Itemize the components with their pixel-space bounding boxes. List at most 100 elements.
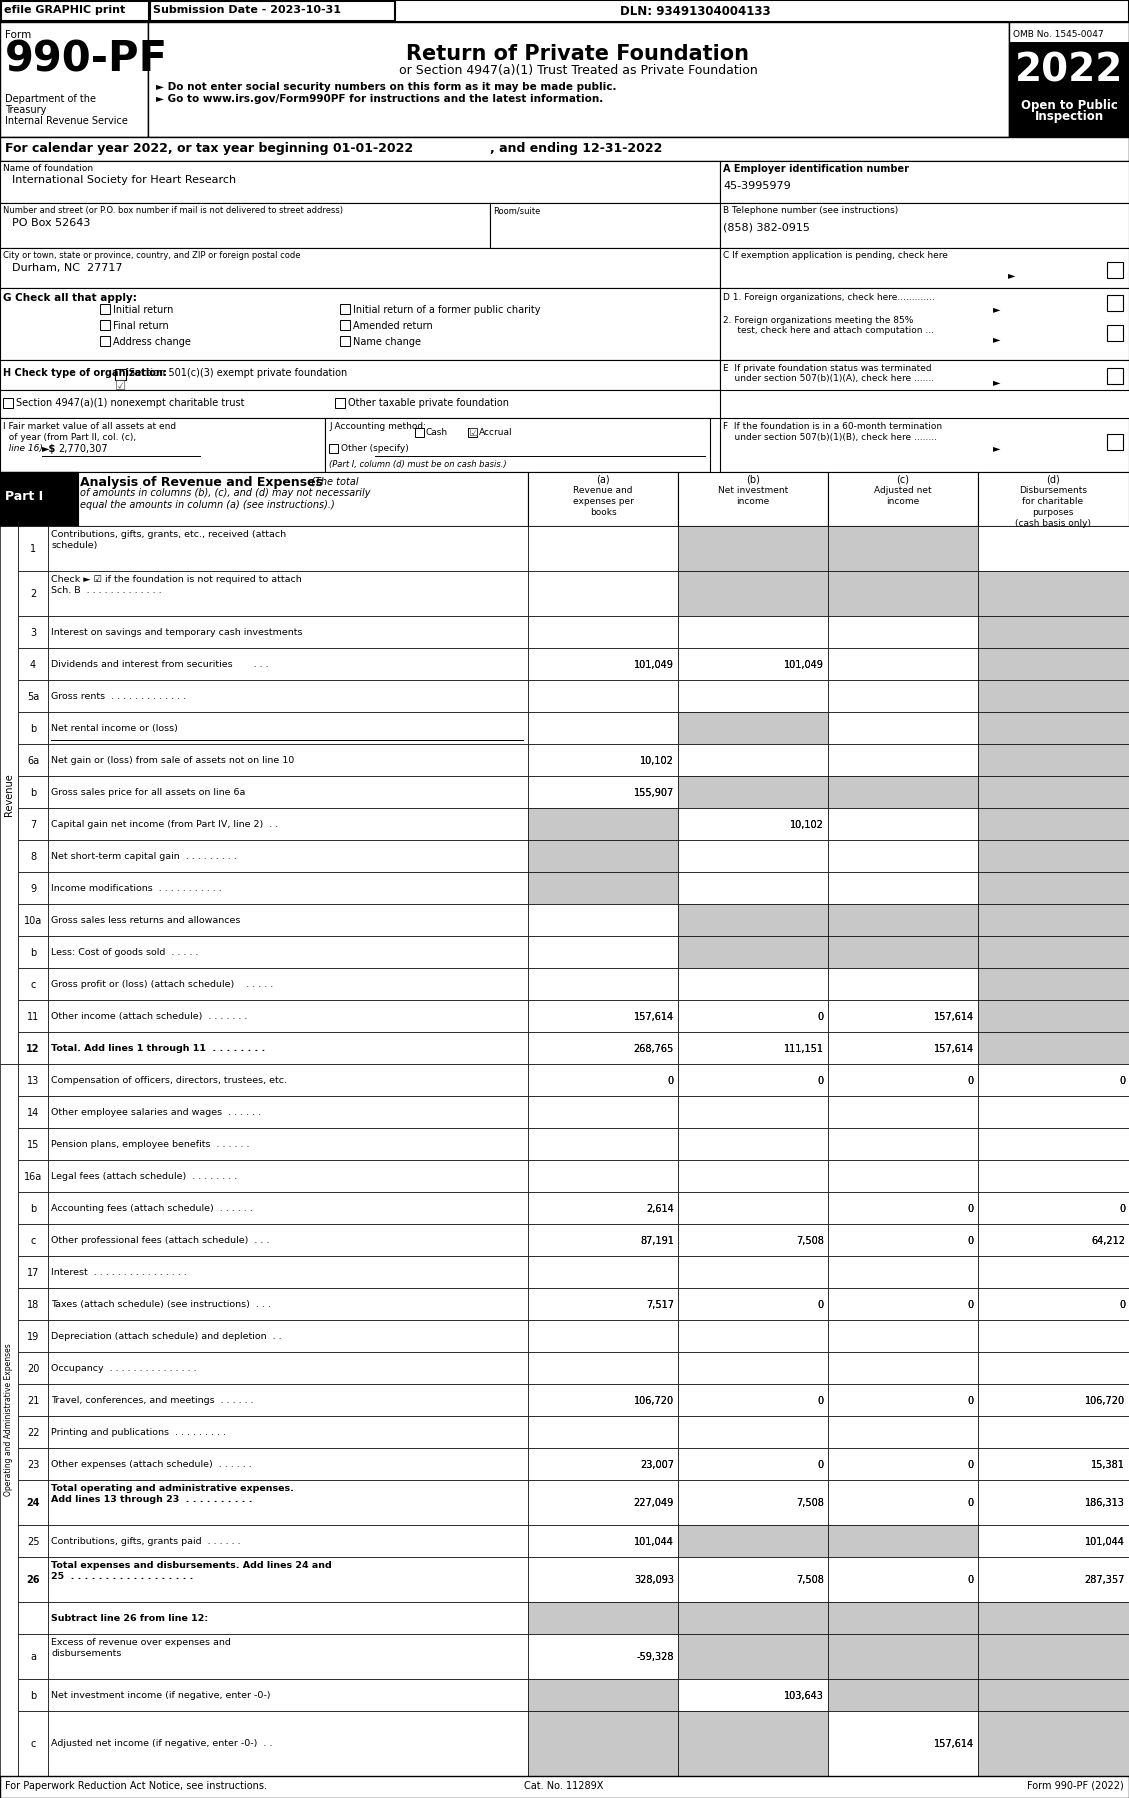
Text: 1: 1: [30, 545, 36, 554]
Text: 101,044: 101,044: [634, 1537, 674, 1546]
Text: 101,044: 101,044: [1085, 1537, 1124, 1546]
Bar: [18, 1032, 49, 1064]
Bar: [49, 777, 528, 807]
Text: 20: 20: [27, 1365, 40, 1374]
Text: 22: 22: [27, 1428, 40, 1438]
Text: 328,093: 328,093: [634, 1575, 674, 1586]
Text: 2,614: 2,614: [646, 1205, 674, 1214]
Text: City or town, state or province, country, and ZIP or foreign postal code: City or town, state or province, country…: [3, 252, 300, 261]
Text: Revenue: Revenue: [5, 773, 14, 816]
Text: Inspection: Inspection: [1034, 110, 1103, 122]
Text: 7,517: 7,517: [646, 1300, 674, 1311]
Text: Part I: Part I: [5, 491, 43, 503]
Bar: [978, 473, 1129, 527]
Bar: [0, 203, 490, 248]
Text: Name change: Name change: [353, 336, 421, 347]
Text: , and ending 12-31-2022: , and ending 12-31-2022: [490, 142, 663, 155]
Text: 227,049: 227,049: [633, 1498, 674, 1509]
Text: 87,191: 87,191: [640, 1235, 674, 1246]
Bar: [325, 417, 710, 473]
Bar: [828, 647, 978, 680]
Bar: [978, 1320, 1129, 1352]
Bar: [679, 647, 828, 680]
Bar: [469, 428, 476, 437]
Text: Room/suite: Room/suite: [493, 207, 541, 216]
Bar: [978, 1160, 1129, 1192]
Text: c: c: [30, 1235, 36, 1246]
Text: 7,517: 7,517: [646, 1300, 674, 1311]
Text: 17: 17: [27, 1268, 40, 1278]
Bar: [679, 1064, 828, 1097]
Text: c: c: [30, 1739, 36, 1749]
Bar: [18, 840, 49, 872]
Text: Treasury: Treasury: [5, 104, 46, 115]
Text: ►$: ►$: [42, 444, 56, 455]
Bar: [679, 777, 828, 807]
Bar: [49, 1352, 528, 1384]
Text: Net rental income or (loss): Net rental income or (loss): [51, 725, 178, 734]
Text: 157,614: 157,614: [633, 1012, 674, 1021]
Text: Taxes (attach schedule) (see instructions)  . . .: Taxes (attach schedule) (see instruction…: [51, 1300, 271, 1309]
Bar: [679, 617, 828, 647]
Text: 0: 0: [817, 1075, 824, 1086]
Bar: [18, 1679, 49, 1712]
Text: 101,049: 101,049: [634, 660, 674, 671]
Bar: [828, 777, 978, 807]
Bar: [1108, 263, 1123, 279]
Bar: [528, 1679, 679, 1712]
Text: 0: 0: [817, 1460, 824, 1471]
Bar: [528, 712, 679, 744]
Bar: [18, 1557, 49, 1602]
Text: Revenue and: Revenue and: [574, 485, 632, 494]
Bar: [528, 1064, 679, 1097]
Text: ☑: ☑: [115, 379, 126, 394]
Text: 0: 0: [817, 1395, 824, 1406]
Text: 157,614: 157,614: [934, 1045, 974, 1054]
Text: Total. Add lines 1 through 11  . . . . . . . .: Total. Add lines 1 through 11 . . . . . …: [51, 1045, 265, 1054]
Text: Gross sales less returns and allowances: Gross sales less returns and allowances: [51, 915, 240, 924]
Text: 155,907: 155,907: [633, 788, 674, 798]
Text: Check ► ☑ if the foundation is not required to attach: Check ► ☑ if the foundation is not requi…: [51, 575, 301, 584]
Text: 24: 24: [26, 1498, 40, 1509]
Bar: [679, 1634, 828, 1679]
Bar: [335, 397, 345, 408]
Bar: [528, 1712, 679, 1776]
Text: 0: 0: [968, 1575, 974, 1586]
Bar: [679, 872, 828, 904]
Text: 25  . . . . . . . . . . . . . . . . . .: 25 . . . . . . . . . . . . . . . . . .: [51, 1571, 193, 1580]
Bar: [978, 680, 1129, 712]
Text: 0: 0: [1119, 1300, 1124, 1311]
Text: 0: 0: [968, 1075, 974, 1086]
Text: 15,381: 15,381: [1091, 1460, 1124, 1471]
Text: D 1. Foreign organizations, check here.............: D 1. Foreign organizations, check here..…: [723, 293, 935, 302]
Bar: [679, 1032, 828, 1064]
Bar: [679, 1352, 828, 1384]
Text: 10a: 10a: [24, 915, 42, 926]
Bar: [0, 473, 78, 527]
Text: 64,212: 64,212: [1091, 1235, 1124, 1246]
Bar: [528, 647, 679, 680]
Text: 7,508: 7,508: [796, 1498, 824, 1509]
Bar: [18, 1257, 49, 1287]
Bar: [528, 1557, 679, 1602]
Bar: [828, 1602, 978, 1634]
Bar: [978, 1417, 1129, 1447]
Bar: [49, 680, 528, 712]
Bar: [1009, 22, 1129, 137]
Bar: [18, 807, 49, 840]
Bar: [679, 1557, 828, 1602]
Text: Occupancy  . . . . . . . . . . . . . . .: Occupancy . . . . . . . . . . . . . . .: [51, 1365, 196, 1374]
Text: Net investment: Net investment: [718, 485, 788, 494]
Text: 7,508: 7,508: [796, 1575, 824, 1586]
Text: 101,044: 101,044: [1085, 1537, 1124, 1546]
Bar: [528, 473, 679, 527]
Text: Other income (attach schedule)  . . . . . . .: Other income (attach schedule) . . . . .…: [51, 1012, 247, 1021]
Text: 7,508: 7,508: [796, 1498, 824, 1509]
Bar: [100, 304, 110, 315]
Bar: [978, 647, 1129, 680]
Text: line 16): line 16): [3, 444, 43, 453]
Text: b: b: [29, 1205, 36, 1214]
Bar: [340, 304, 350, 315]
Text: 7,508: 7,508: [796, 1235, 824, 1246]
Bar: [18, 1000, 49, 1032]
